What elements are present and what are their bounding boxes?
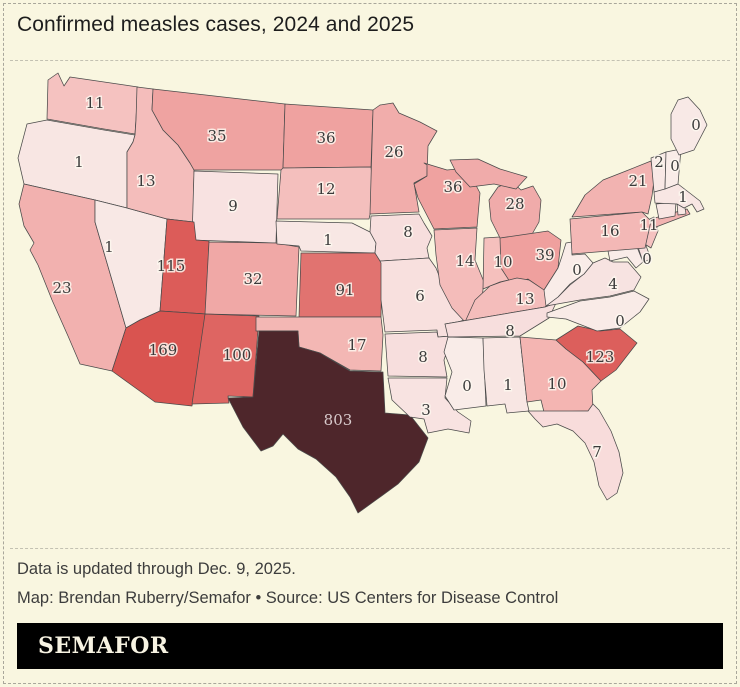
state-MS[interactable] bbox=[443, 336, 487, 411]
state-value-KY: 13 bbox=[515, 290, 534, 308]
state-value-NC: 0 bbox=[615, 312, 625, 330]
state-value-NJ: 11 bbox=[639, 216, 658, 234]
state-value-MA: 1 bbox=[678, 188, 688, 206]
state-value-ID: 13 bbox=[136, 172, 155, 190]
state-value-ND: 36 bbox=[316, 129, 335, 147]
state-value-NY: 21 bbox=[628, 172, 647, 190]
credit-note: Map: Brendan Ruberry/Semafor • Source: U… bbox=[17, 589, 559, 607]
title-separator bbox=[10, 60, 730, 61]
state-MI[interactable] bbox=[449, 158, 528, 190]
state-value-CO: 32 bbox=[243, 270, 262, 288]
state-SC[interactable] bbox=[555, 325, 638, 382]
state-CT[interactable] bbox=[655, 201, 677, 220]
state-value-OK: 17 bbox=[347, 336, 366, 354]
state-value-MI: 28 bbox=[505, 195, 524, 213]
semafor-logo-bar: SEMAFOR bbox=[17, 623, 723, 669]
state-value-KS: 91 bbox=[335, 281, 354, 299]
state-value-OH: 39 bbox=[535, 246, 554, 264]
state-IA[interactable] bbox=[369, 213, 433, 262]
state-value-SD: 12 bbox=[316, 180, 335, 198]
state-value-CA: 23 bbox=[52, 279, 71, 297]
state-value-VA: 4 bbox=[608, 275, 618, 293]
state-value-AL: 1 bbox=[503, 376, 513, 394]
state-value-ME: 0 bbox=[691, 116, 701, 134]
state-FL[interactable] bbox=[527, 403, 624, 501]
state-MA[interactable] bbox=[653, 183, 705, 213]
footer-separator bbox=[10, 548, 730, 549]
state-value-IA: 8 bbox=[403, 223, 413, 241]
state-NC[interactable] bbox=[546, 290, 650, 332]
state-value-VT: 2 bbox=[654, 153, 664, 171]
state-MN[interactable] bbox=[369, 102, 438, 215]
state-value-NM: 100 bbox=[223, 346, 252, 364]
state-value-WA: 11 bbox=[85, 94, 104, 112]
state-value-UT: 115 bbox=[157, 257, 186, 275]
state-NH[interactable] bbox=[664, 148, 682, 190]
state-value-GA: 10 bbox=[547, 375, 566, 393]
state-NM[interactable] bbox=[191, 313, 260, 405]
state-value-NE: 1 bbox=[323, 231, 333, 249]
state-value-NV: 1 bbox=[104, 238, 114, 256]
state-WV[interactable] bbox=[543, 241, 594, 307]
state-value-OR: 1 bbox=[74, 153, 84, 171]
updated-note: Data is updated through Dec. 9, 2025. bbox=[17, 560, 296, 578]
state-value-FL: 7 bbox=[592, 443, 602, 461]
state-value-MT: 35 bbox=[207, 127, 226, 145]
state-value-WV: 0 bbox=[572, 261, 582, 279]
state-value-WI: 36 bbox=[443, 178, 462, 196]
semafor-logo: SEMAFOR bbox=[38, 633, 169, 659]
state-value-IL: 14 bbox=[455, 252, 474, 270]
state-ME[interactable] bbox=[670, 96, 708, 156]
state-value-AZ: 169 bbox=[149, 341, 178, 359]
state-value-PA: 16 bbox=[600, 222, 619, 240]
state-value-LA: 3 bbox=[421, 401, 431, 419]
state-VA[interactable] bbox=[545, 257, 642, 307]
state-value-AR: 8 bbox=[418, 348, 428, 366]
state-value-TX: 803 bbox=[324, 411, 353, 429]
state-value-MD: 0 bbox=[642, 250, 652, 268]
state-value-NH: 0 bbox=[670, 157, 680, 175]
state-value-MS: 0 bbox=[462, 377, 472, 395]
state-value-MN: 26 bbox=[384, 143, 403, 161]
state-TX[interactable] bbox=[227, 330, 429, 514]
state-value-WY: 9 bbox=[228, 197, 238, 215]
state-value-SC: 123 bbox=[586, 348, 615, 366]
state-value-TN: 8 bbox=[505, 322, 515, 340]
state-value-IN: 10 bbox=[493, 253, 512, 271]
state-value-MO: 6 bbox=[415, 287, 425, 305]
page-title: Confirmed measles cases, 2024 and 2025 bbox=[17, 13, 415, 36]
state-CO[interactable] bbox=[204, 241, 300, 317]
